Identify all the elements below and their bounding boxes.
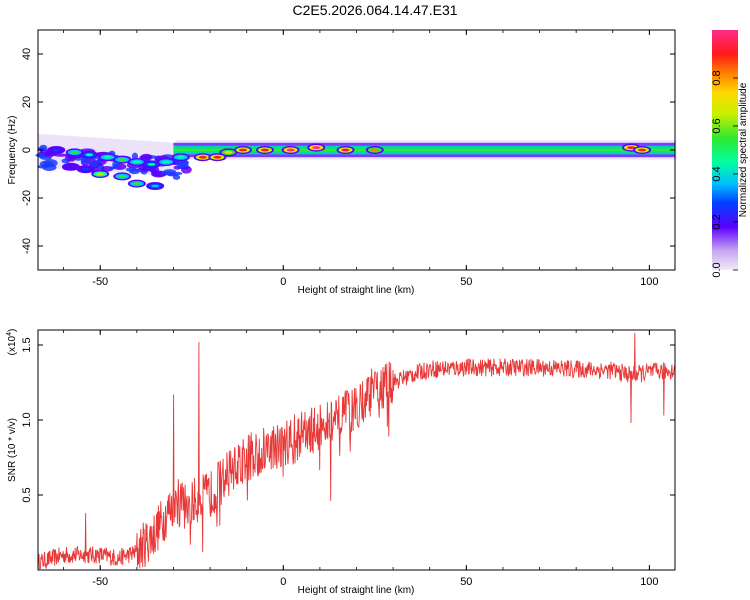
spectrogram-blob-core <box>70 151 79 154</box>
y-tick-label: 40 <box>21 48 33 60</box>
spectrogram-blob-core <box>213 155 222 159</box>
spectrogram-blob-core <box>260 148 269 152</box>
spectrogram-blob-core <box>162 160 171 164</box>
y-tick-label: 1.5 <box>21 337 33 352</box>
spectrogram-speckle <box>40 156 52 160</box>
colorbar-tick-label: 0.8 <box>711 70 723 85</box>
spectrogram-speckle <box>89 161 98 168</box>
y-tick-label: 20 <box>21 96 33 108</box>
x-tick-label: -50 <box>92 576 108 588</box>
x-tick-label: 50 <box>460 576 472 588</box>
spectrogram-blobs <box>47 143 652 190</box>
colorbar-tick-label: 0.6 <box>711 118 723 133</box>
snr-scale-exponent: 4 <box>6 332 13 336</box>
chart-title: C2E5.2026.064.14.47.E31 <box>292 2 458 18</box>
spectrogram-blob-core <box>176 155 185 159</box>
x-tick-label: 0 <box>280 576 286 588</box>
snr-series-line <box>37 332 676 569</box>
colorbar-label: Normalized spectral amplitude <box>738 82 749 217</box>
snr-scale-label: (x104) <box>6 329 18 356</box>
spectrogram-speckle <box>140 153 153 160</box>
spectrogram-blob-core <box>85 153 94 157</box>
colorbar-ticks: 0.0 0.2 0.4 0.6 0.8 <box>711 70 738 278</box>
spectrogram-speckle <box>39 144 48 151</box>
y-tick-label: 1.0 <box>21 412 33 427</box>
spectrogram-blob-core <box>103 155 112 159</box>
spectrogram-xlabel: Height of straight line (km) <box>298 285 415 296</box>
spectrogram-ylabel: Frequency (Hz) <box>7 116 18 185</box>
spectrogram-halo <box>137 140 141 175</box>
spectrogram-blob-core <box>341 148 350 152</box>
snr-ticks: -50 0 50 100 0.5 1.0 1.5 <box>21 330 675 588</box>
spectrogram-blob-core <box>147 163 156 166</box>
spectrogram-blob-core <box>118 158 127 162</box>
y-tick-label: -40 <box>21 238 33 254</box>
spectrogram-blob-core <box>198 155 207 159</box>
spectrogram-speckle <box>176 160 189 168</box>
snr-ylabel: SNR (10 * v/v) <box>7 418 18 482</box>
spectrogram-speckle <box>39 160 54 168</box>
spectrogram-blob-core <box>638 148 647 152</box>
spectrogram-band-center <box>173 148 675 152</box>
spectrogram-blob-core <box>239 148 248 152</box>
spectrogram-halo <box>128 139 132 174</box>
x-tick-label: 100 <box>640 576 658 588</box>
colorbar-tick-label: 0.2 <box>711 214 723 229</box>
y-tick-label: -20 <box>21 190 33 206</box>
spectrogram-blob-core <box>132 182 141 186</box>
spectrogram-blob-core <box>96 172 105 176</box>
x-tick-label: 50 <box>460 276 472 288</box>
y-tick-label: 0.5 <box>21 487 33 502</box>
spectrogram-blob-core <box>81 167 90 171</box>
spectrogram-speckle <box>125 167 138 172</box>
spectrogram-blob-core <box>132 160 141 164</box>
spectrogram-panel: -50 0 50 100 -40 -20 0 20 40 Height of straight … <box>7 29 677 296</box>
spectrogram-blob-core <box>286 148 295 152</box>
spectrogram-blob-core <box>118 175 127 178</box>
spectrogram-speckle <box>172 174 181 180</box>
snr-scale-close: ) <box>7 329 18 332</box>
snr-panel: -50 0 50 100 0.5 1.0 1.5 Height of straight li… <box>6 329 676 596</box>
colorbar-tick-label: 0.4 <box>711 166 723 181</box>
spectrogram-speckle <box>160 171 174 175</box>
spectrogram-blob-core <box>224 151 233 154</box>
snr-xlabel: Height of straight line (km) <box>298 585 415 596</box>
spectrogram-ticks: -50 0 50 100 -40 -20 0 20 40 <box>21 30 675 288</box>
spectrogram-blob-core <box>312 146 321 150</box>
spectrogram-speckle <box>180 165 192 174</box>
x-tick-label: -50 <box>92 276 108 288</box>
x-tick-label: 100 <box>640 276 658 288</box>
colorbar-tick-label: 0.0 <box>711 262 723 277</box>
spectrogram-blob-core <box>151 184 160 188</box>
snr-scale-base: (x10 <box>7 335 18 355</box>
colorbar <box>712 30 738 270</box>
spectrogram-blob-core <box>66 165 75 169</box>
spectrogram-blob-core <box>52 148 61 152</box>
spectrogram-blob-core <box>370 148 379 152</box>
y-tick-label: 0 <box>21 147 33 153</box>
x-tick-label: 0 <box>280 276 286 288</box>
spectrogram-speckle <box>108 166 116 170</box>
spectrogram-blob-core <box>627 146 636 150</box>
